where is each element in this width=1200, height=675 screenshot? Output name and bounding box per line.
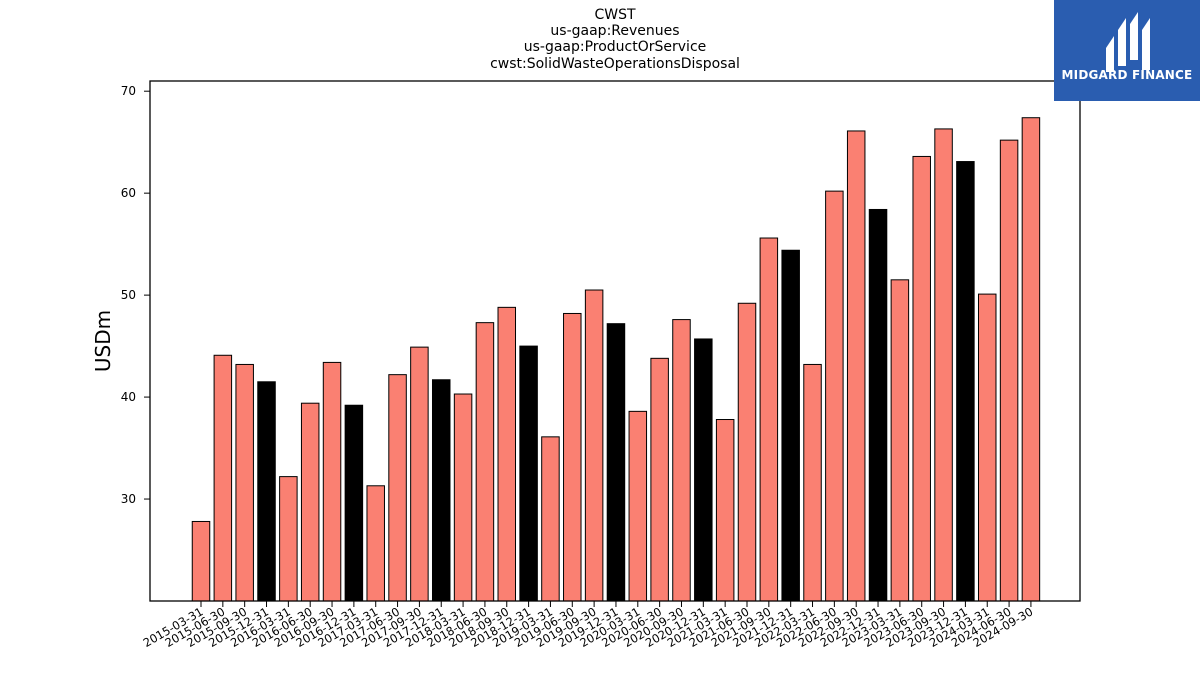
plot-frame <box>149 80 1081 602</box>
logo-text: MIDGARD FINANCE <box>1061 68 1193 82</box>
bar <box>366 485 385 602</box>
logo-mark-icon <box>1106 12 1150 72</box>
bar <box>344 404 364 602</box>
bar <box>453 393 473 602</box>
bar <box>956 161 975 602</box>
bar <box>781 249 800 602</box>
bar <box>694 338 713 602</box>
bar <box>672 319 691 602</box>
y-tick-label: 60 <box>121 186 136 200</box>
bar <box>628 410 648 602</box>
brand-logo: MIDGARD FINANCE <box>1054 0 1200 101</box>
bar <box>235 363 254 602</box>
bar <box>388 374 407 602</box>
bar <box>737 302 757 602</box>
bar <box>213 354 233 602</box>
bar <box>410 346 429 602</box>
y-tick-label: 30 <box>121 492 136 506</box>
bar <box>825 190 844 602</box>
y-tick-label: 50 <box>121 288 136 302</box>
bar <box>1021 117 1041 602</box>
bar <box>759 237 779 602</box>
bar <box>715 419 735 602</box>
bar <box>868 208 888 602</box>
bar <box>890 279 910 602</box>
bar <box>279 476 298 602</box>
bar <box>519 345 538 602</box>
chart-title-line-2: us-gaap:Revenues <box>550 23 680 39</box>
bar <box>803 363 822 602</box>
chart-title-line-4: cwst:SolidWasteOperationsDisposal <box>490 56 740 72</box>
bar <box>191 520 211 602</box>
bar <box>606 323 626 602</box>
bar <box>475 322 495 602</box>
bar <box>541 436 560 602</box>
y-tick-label: 40 <box>121 390 136 404</box>
y-axis-label: USDm <box>91 310 115 372</box>
bar <box>431 379 451 602</box>
bar <box>497 306 517 602</box>
bar <box>650 357 669 602</box>
bar <box>300 402 320 602</box>
chart-title-line-3: us-gaap:ProductOrService <box>523 39 707 55</box>
chart-title-line-1: CWST <box>594 7 636 23</box>
bar <box>999 139 1019 602</box>
bar <box>934 128 953 602</box>
bar <box>584 289 604 602</box>
bar <box>322 361 342 602</box>
bar <box>257 381 276 602</box>
y-tick-label: 70 <box>121 84 136 98</box>
bar <box>846 130 866 602</box>
bar <box>977 293 997 602</box>
bar <box>912 155 931 602</box>
bar <box>563 312 582 602</box>
